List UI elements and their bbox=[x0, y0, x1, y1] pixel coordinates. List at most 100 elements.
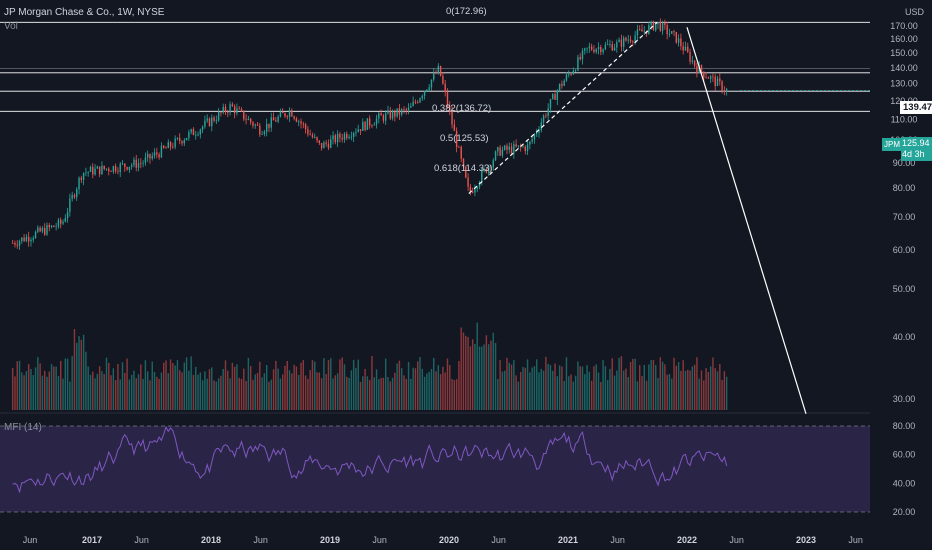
candle-body bbox=[144, 157, 147, 163]
candle-body bbox=[478, 182, 481, 187]
candle-body bbox=[60, 219, 62, 224]
candle-body bbox=[650, 21, 652, 26]
volume-bar bbox=[11, 367, 14, 410]
volume-bar bbox=[92, 371, 94, 410]
mfi-axis-label: 60.00 bbox=[893, 450, 916, 460]
volume-bar bbox=[549, 365, 552, 410]
candle-body bbox=[119, 163, 121, 172]
candle-body bbox=[146, 153, 149, 158]
candle-body bbox=[14, 243, 16, 245]
volume-bar bbox=[190, 356, 192, 410]
candle-body bbox=[373, 124, 375, 126]
candle-body bbox=[240, 109, 243, 111]
mfi-label: MFI (14) bbox=[4, 422, 42, 433]
candle-body bbox=[39, 227, 41, 232]
volume-bar bbox=[375, 369, 378, 410]
volume-bar bbox=[16, 361, 18, 410]
candle-body bbox=[128, 166, 131, 170]
candle-body bbox=[252, 122, 254, 126]
fib-label-0: 0(172.96) bbox=[446, 6, 487, 17]
volume-bar bbox=[618, 357, 620, 410]
candle-body bbox=[231, 104, 234, 107]
candle-body bbox=[458, 146, 460, 148]
candle-body bbox=[153, 152, 156, 156]
volume-bar bbox=[229, 378, 231, 410]
candle-body bbox=[414, 101, 417, 103]
volume-bar bbox=[158, 378, 160, 410]
volume-bar bbox=[460, 327, 462, 410]
volume-bar bbox=[176, 360, 179, 410]
volume-bar bbox=[705, 368, 707, 410]
volume-bar bbox=[547, 363, 549, 410]
price-axis-label: 70.00 bbox=[893, 212, 916, 222]
volume-bar bbox=[265, 364, 268, 410]
volume-bar bbox=[405, 379, 407, 410]
candle-body bbox=[643, 30, 645, 32]
volume-bar bbox=[64, 358, 67, 410]
candle-body bbox=[300, 121, 302, 124]
candle-body bbox=[666, 25, 668, 34]
volume-bar bbox=[302, 360, 305, 410]
candle-body bbox=[684, 46, 687, 51]
candle-body bbox=[568, 73, 570, 75]
candle-body bbox=[30, 239, 32, 242]
candle-body bbox=[696, 65, 698, 74]
candle-body bbox=[78, 177, 80, 190]
candle-body bbox=[304, 124, 307, 130]
mfi-line bbox=[12, 425, 728, 494]
candle-body bbox=[167, 142, 169, 149]
volume-bar bbox=[192, 374, 195, 410]
volume-bar bbox=[307, 378, 309, 410]
x-axis-label: Jun bbox=[729, 535, 744, 545]
x-axis-label: Jun bbox=[848, 535, 863, 545]
volume-bar bbox=[34, 367, 37, 410]
volume-bar bbox=[606, 379, 609, 410]
volume-bar bbox=[723, 371, 726, 410]
volume-bar bbox=[101, 371, 103, 410]
volume-bar bbox=[325, 374, 327, 410]
volume-bar bbox=[389, 381, 391, 410]
candle-body bbox=[135, 159, 137, 168]
candle-body bbox=[69, 198, 71, 212]
volume-bar bbox=[320, 378, 323, 410]
candle-body bbox=[32, 238, 34, 240]
candle-body bbox=[160, 145, 163, 158]
candle-body bbox=[680, 38, 682, 47]
mfi-axis-label: 80.00 bbox=[893, 421, 916, 431]
candle-body bbox=[497, 147, 499, 152]
volume-bar bbox=[37, 357, 39, 410]
volume-bar bbox=[352, 359, 355, 410]
price-axis-label: 80.00 bbox=[893, 183, 916, 193]
candle-body bbox=[638, 29, 641, 31]
candle-body bbox=[613, 47, 616, 51]
volume-bar bbox=[716, 371, 719, 410]
volume-bar bbox=[181, 372, 183, 410]
price-axis-label: 40.00 bbox=[893, 332, 916, 342]
candle-body bbox=[600, 47, 602, 53]
candle-body bbox=[76, 189, 78, 198]
price-axis-label: 110.00 bbox=[891, 115, 918, 125]
candle-body bbox=[712, 76, 714, 78]
candle-body bbox=[311, 134, 314, 138]
candle-body bbox=[325, 142, 327, 144]
candle-body bbox=[272, 117, 275, 121]
volume-bar bbox=[655, 365, 657, 410]
candle-body bbox=[87, 171, 89, 173]
volume-bar bbox=[471, 339, 474, 410]
candle-body bbox=[394, 111, 396, 117]
candle-body bbox=[366, 118, 369, 130]
candle-body bbox=[725, 89, 728, 92]
volume-bar bbox=[117, 364, 119, 410]
volume-bar bbox=[515, 375, 517, 410]
volume-bar bbox=[57, 376, 60, 410]
candle-body bbox=[524, 146, 526, 152]
candle-body bbox=[142, 162, 144, 164]
volume-bar bbox=[538, 372, 540, 410]
last-price-value: 125.94 bbox=[902, 138, 930, 148]
candle-body bbox=[462, 158, 465, 167]
candle-body bbox=[471, 191, 474, 193]
volume-bar bbox=[98, 366, 101, 410]
volume-label: Vol bbox=[4, 21, 18, 32]
